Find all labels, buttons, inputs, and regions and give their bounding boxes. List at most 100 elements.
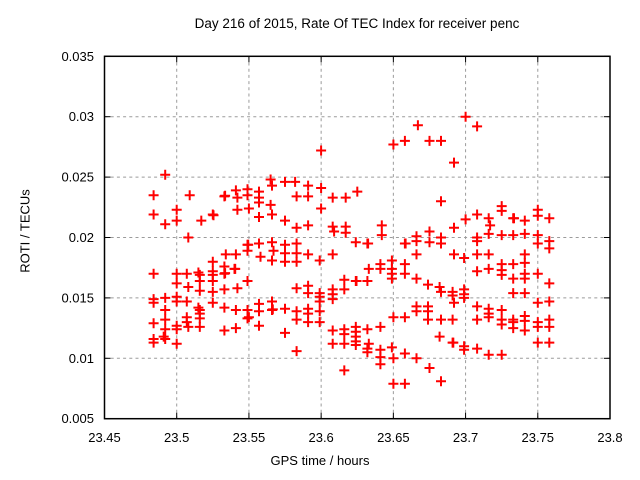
data-point-marker bbox=[291, 346, 302, 357]
data-point-marker bbox=[303, 317, 314, 328]
data-point-marker bbox=[314, 306, 325, 317]
data-point-marker bbox=[193, 267, 204, 278]
data-point-marker bbox=[449, 157, 459, 168]
data-point-marker bbox=[411, 236, 422, 247]
data-point-marker bbox=[303, 191, 314, 202]
data-point-marker bbox=[340, 192, 351, 203]
data-point-marker bbox=[339, 365, 350, 376]
data-point-marker bbox=[508, 259, 519, 270]
data-point-marker bbox=[194, 285, 205, 296]
data-point-marker bbox=[148, 209, 159, 220]
data-point-marker bbox=[472, 314, 483, 325]
data-point-marker bbox=[219, 325, 230, 336]
y-tick-label: 0.02 bbox=[69, 230, 94, 245]
data-point-marker bbox=[232, 283, 243, 294]
data-point-marker bbox=[363, 263, 374, 274]
data-point-marker bbox=[472, 249, 483, 260]
data-point-marker bbox=[230, 263, 241, 274]
data-point-marker bbox=[171, 278, 182, 289]
data-point-marker bbox=[181, 317, 192, 328]
data-point-marker bbox=[208, 210, 219, 221]
data-point-marker bbox=[448, 337, 459, 348]
data-point-marker bbox=[436, 135, 446, 146]
data-point-marker bbox=[399, 268, 410, 279]
data-point-marker bbox=[242, 245, 253, 256]
data-point-marker bbox=[424, 363, 435, 373]
data-point-marker bbox=[265, 199, 276, 210]
data-point-marker bbox=[160, 305, 171, 315]
data-point-marker bbox=[183, 321, 194, 332]
data-point-marker bbox=[399, 378, 410, 389]
data-point-marker bbox=[399, 348, 410, 359]
data-point-marker bbox=[519, 288, 530, 299]
data-point-marker bbox=[291, 222, 302, 233]
data-point-marker bbox=[148, 337, 159, 348]
data-point-marker bbox=[483, 213, 494, 224]
data-point-marker bbox=[316, 145, 327, 156]
data-point-marker bbox=[314, 296, 325, 307]
data-point-marker bbox=[243, 203, 254, 214]
data-point-marker bbox=[544, 296, 555, 307]
data-point-marker bbox=[496, 349, 507, 360]
data-point-marker bbox=[267, 209, 277, 220]
data-point-marker bbox=[363, 238, 374, 249]
data-point-marker bbox=[544, 213, 555, 224]
x-tick-label: 23.5 bbox=[164, 430, 189, 445]
data-point-marker bbox=[181, 296, 192, 307]
data-point-marker bbox=[193, 302, 204, 313]
data-point-marker bbox=[290, 176, 301, 187]
data-point-marker bbox=[532, 297, 543, 308]
data-point-marker bbox=[148, 190, 159, 201]
data-point-marker bbox=[254, 197, 264, 208]
data-point-marker bbox=[447, 314, 458, 325]
data-point-marker bbox=[171, 338, 182, 349]
y-tick-label: 0.025 bbox=[61, 170, 94, 185]
data-point-marker bbox=[412, 120, 423, 131]
data-point-marker bbox=[291, 314, 302, 325]
data-point-marker bbox=[171, 204, 182, 215]
data-point-marker bbox=[219, 302, 230, 313]
data-point-marker bbox=[459, 344, 470, 355]
data-point-marker bbox=[386, 273, 397, 284]
data-point-marker bbox=[339, 329, 350, 340]
data-point-marker bbox=[183, 232, 194, 243]
data-point-marker bbox=[148, 318, 159, 329]
data-point-marker bbox=[532, 268, 543, 279]
data-point-marker bbox=[544, 278, 555, 289]
data-point-marker bbox=[291, 238, 302, 249]
data-point-marker bbox=[171, 268, 182, 279]
data-point-marker bbox=[339, 274, 350, 285]
data-point-marker bbox=[449, 222, 459, 233]
data-point-marker bbox=[160, 334, 171, 344]
data-point-marker bbox=[196, 215, 207, 226]
data-point-marker bbox=[314, 317, 325, 328]
data-point-marker bbox=[532, 337, 543, 348]
data-point-marker bbox=[171, 324, 182, 335]
data-point-marker bbox=[388, 353, 399, 364]
data-point-marker bbox=[194, 276, 205, 286]
data-point-marker bbox=[436, 238, 446, 249]
data-point-marker bbox=[329, 226, 340, 237]
data-point-marker bbox=[280, 303, 290, 314]
data-point-marker bbox=[267, 180, 277, 191]
data-point-marker bbox=[316, 183, 327, 193]
data-point-marker bbox=[532, 321, 543, 332]
data-point-marker bbox=[171, 296, 182, 307]
data-point-marker bbox=[303, 249, 314, 260]
data-point-marker bbox=[386, 342, 397, 353]
data-point-marker bbox=[242, 276, 253, 286]
data-point-marker bbox=[207, 276, 218, 286]
data-point-marker bbox=[207, 256, 218, 267]
data-point-marker bbox=[184, 190, 195, 201]
data-point-marker bbox=[220, 268, 231, 279]
data-point-marker bbox=[327, 192, 338, 203]
data-point-marker bbox=[280, 248, 290, 259]
data-point-marker bbox=[532, 230, 543, 241]
data-point-marker bbox=[544, 321, 555, 332]
data-point-marker bbox=[423, 314, 433, 325]
data-point-marker bbox=[362, 347, 373, 358]
data-point-marker bbox=[519, 273, 530, 284]
data-point-marker bbox=[280, 215, 290, 226]
